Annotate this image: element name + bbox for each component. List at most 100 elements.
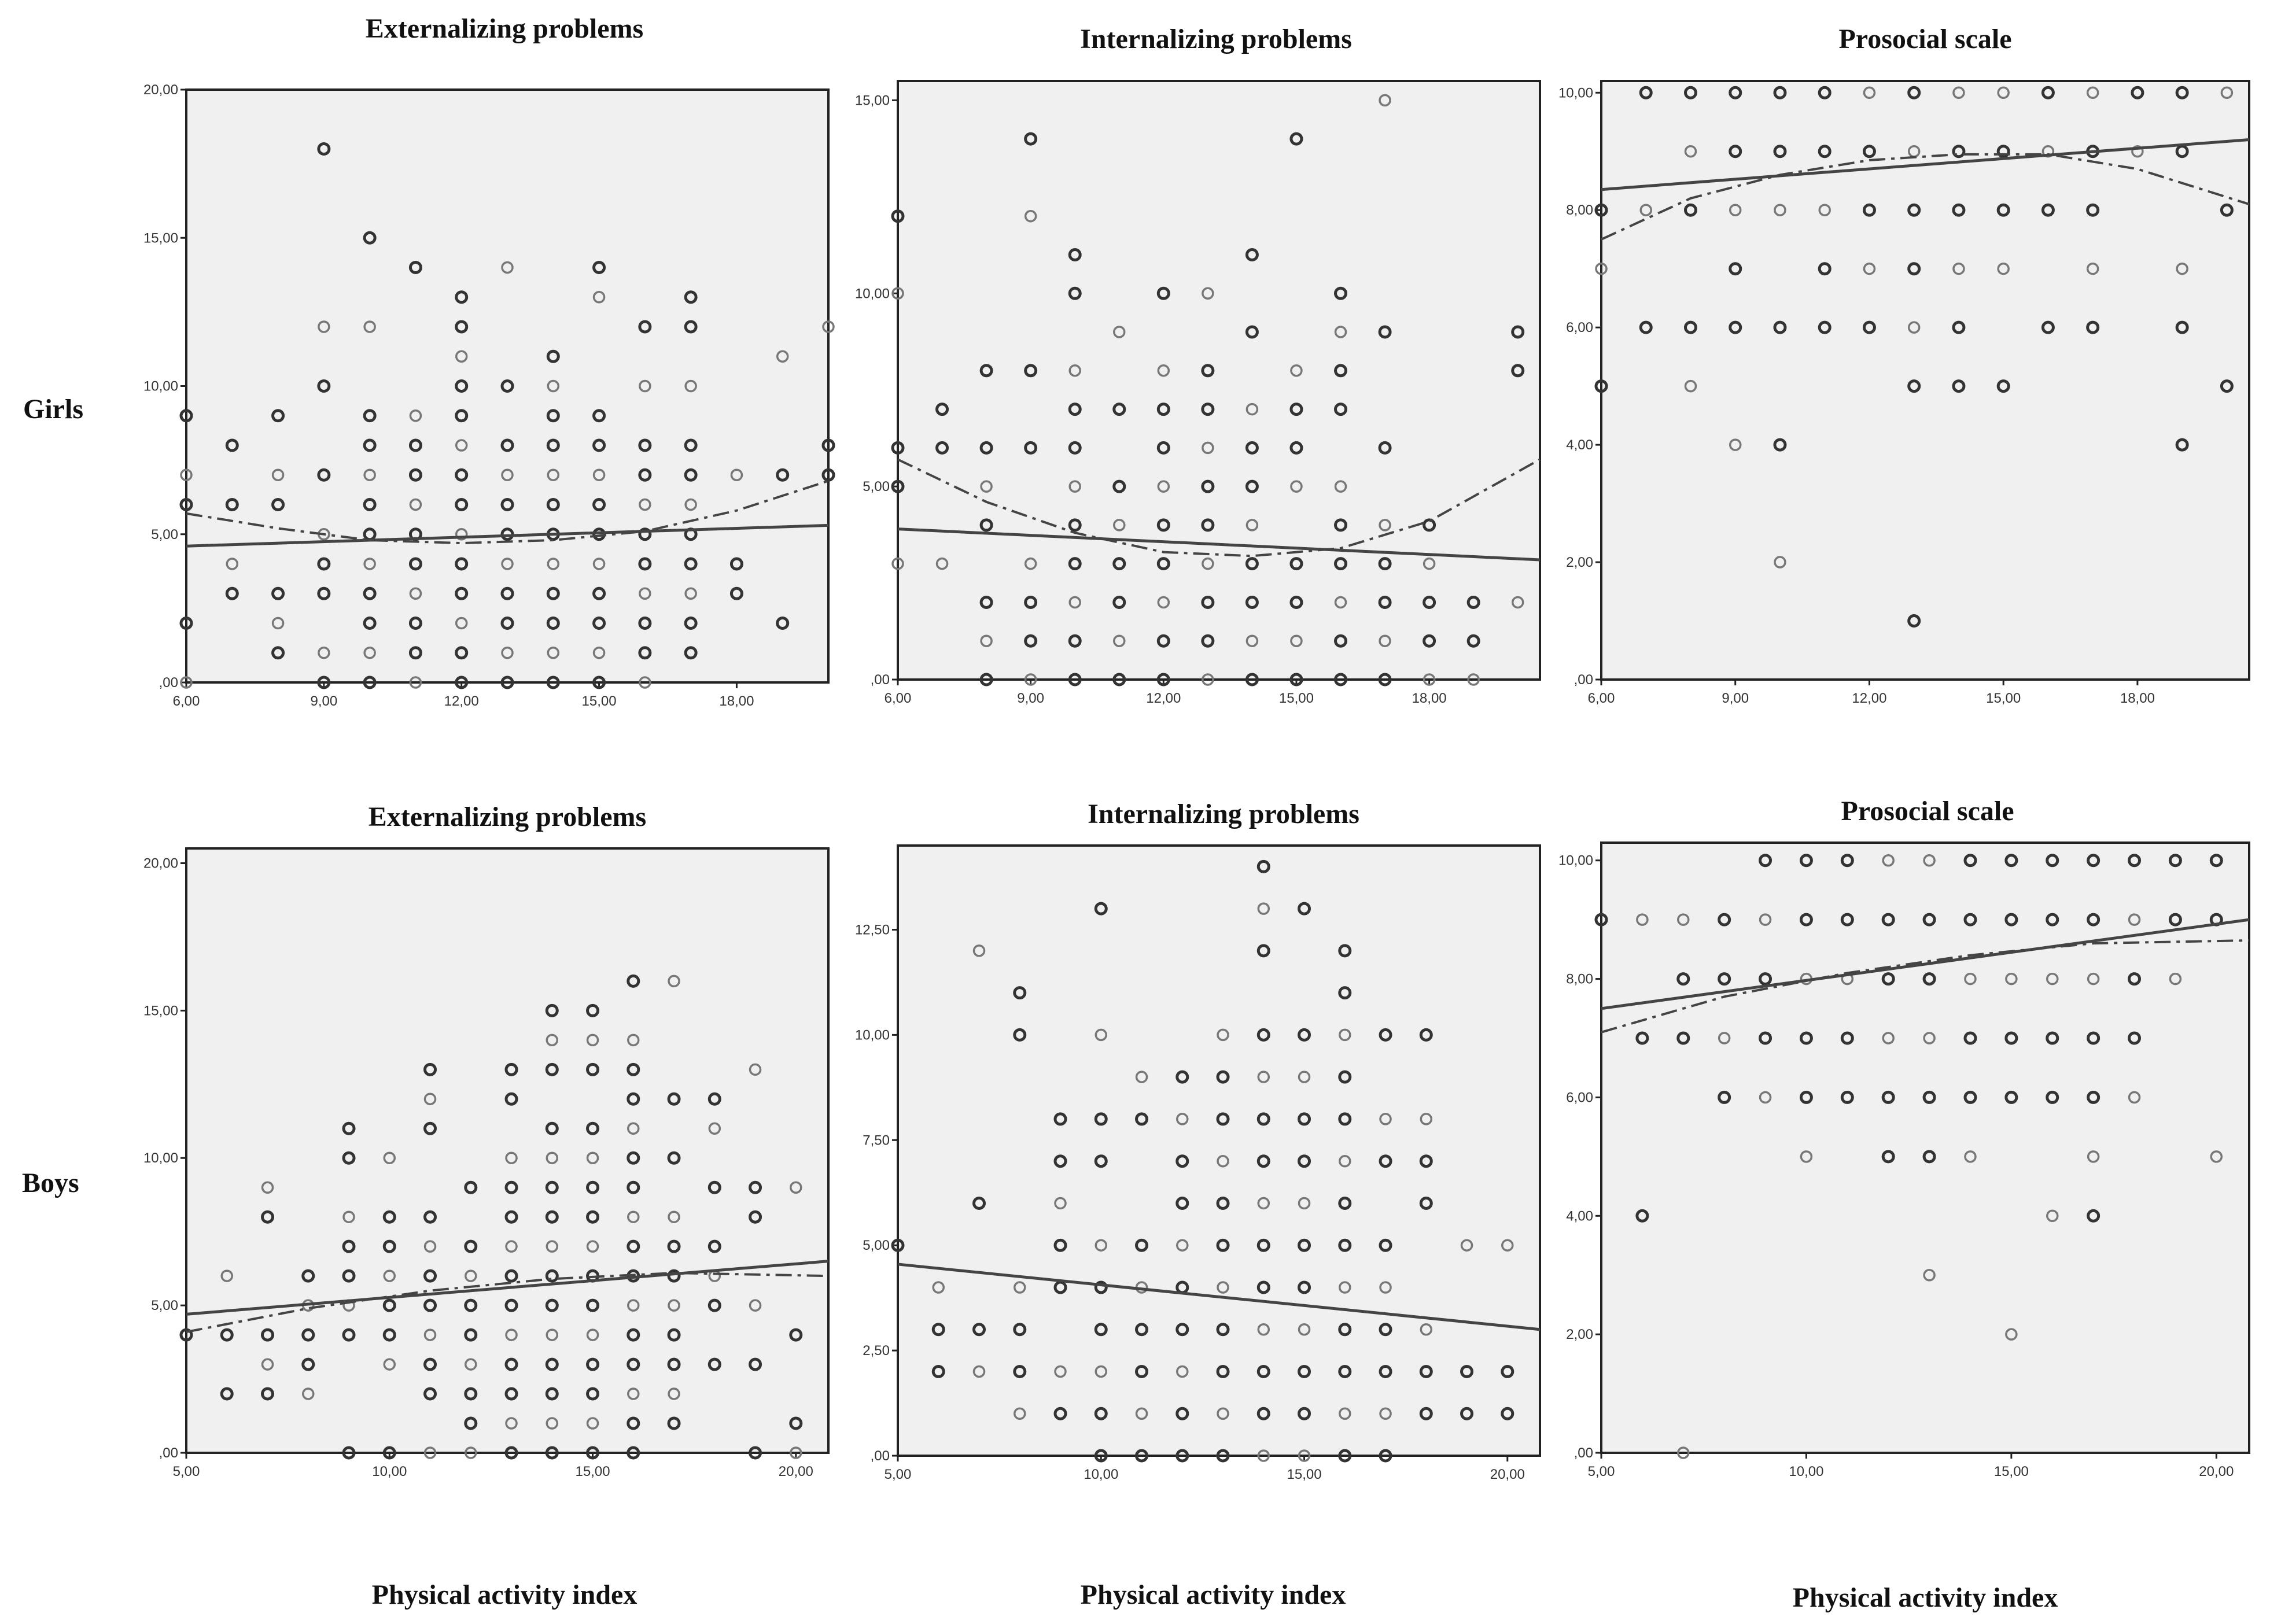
data-point (1338, 1070, 1352, 1084)
data-point (1759, 854, 1772, 868)
data-point (179, 498, 193, 511)
data-point (1245, 634, 1259, 647)
data-point (1818, 262, 1832, 276)
data-point (586, 1003, 600, 1017)
data-point (1156, 441, 1170, 455)
data-point (545, 1210, 559, 1224)
data-point (1068, 634, 1082, 648)
data-point (592, 438, 606, 452)
x-tick-label: 18,00 (719, 693, 754, 709)
data-point (821, 468, 835, 482)
data-point (1112, 673, 1126, 686)
data-point (261, 1328, 275, 1342)
data-point (2087, 972, 2100, 986)
data-point (546, 409, 560, 423)
data-point (1334, 480, 1347, 493)
plot-area (1600, 841, 2250, 1454)
data-point (586, 1240, 599, 1253)
x-tick-label: 20,00 (779, 1464, 813, 1479)
data-point (2087, 1031, 2101, 1045)
data-point (1923, 854, 1936, 867)
data-point (1963, 913, 1977, 927)
data-point (2087, 1209, 2101, 1223)
data-point (455, 350, 468, 363)
y-tick-label: 4,00 (1566, 437, 1593, 453)
data-point (1201, 403, 1215, 416)
data-point (1676, 972, 1690, 986)
data-point (586, 1121, 600, 1135)
linear-fit-line (1601, 138, 2250, 191)
x-axis-label: Physical activity index (371, 1579, 637, 1610)
data-point (342, 1210, 355, 1223)
data-point (1245, 673, 1259, 686)
data-point (627, 1387, 640, 1400)
data-point (1339, 1281, 1351, 1294)
linear-fit-line (897, 527, 1541, 562)
data-point (1378, 673, 1392, 686)
data-point (1176, 1239, 1189, 1252)
data-point (363, 468, 376, 481)
data-point (708, 1122, 721, 1135)
data-point (592, 676, 606, 689)
data-point (546, 1240, 559, 1253)
data-point (1420, 1113, 1433, 1125)
linear-fit-line (186, 523, 829, 548)
data-point (638, 438, 652, 452)
data-point (729, 557, 743, 571)
data-point (1289, 557, 1303, 571)
data-point (545, 1387, 559, 1401)
data-point (586, 1446, 600, 1460)
data-point (504, 1092, 518, 1106)
x-tick-label: 5,00 (885, 1467, 912, 1482)
x-tick-label: 15,00 (1287, 1467, 1322, 1482)
data-point (220, 1328, 234, 1342)
data-point (1378, 595, 1392, 609)
data-point (1013, 1364, 1027, 1378)
data-point (363, 617, 377, 630)
data-point (2087, 854, 2101, 868)
data-point (1338, 1238, 1352, 1252)
data-point (1677, 1446, 1690, 1459)
data-point (1419, 1028, 1433, 1042)
data-point (979, 518, 993, 532)
data-point (1094, 1407, 1108, 1420)
data-point (1773, 320, 1787, 334)
data-point (225, 498, 239, 511)
data-point (1923, 1032, 1936, 1044)
data-point (342, 1269, 356, 1283)
data-point (226, 558, 239, 570)
data-point (2005, 972, 2018, 986)
data-point (2128, 854, 2142, 868)
data-point (972, 1196, 986, 1210)
data-point (1024, 441, 1038, 455)
data-point (639, 379, 651, 393)
y-tick-label: 5,00 (151, 527, 178, 542)
y-tick-label: 10,00 (855, 1027, 890, 1043)
data-point (1907, 203, 1921, 217)
data-point (2209, 854, 2223, 868)
data-point (464, 1298, 478, 1312)
data-point (979, 441, 993, 455)
data-point (1964, 972, 1977, 986)
data-point (1068, 364, 1081, 377)
data-point (1245, 519, 1259, 532)
data-point (2086, 203, 2100, 217)
data-point (749, 1180, 762, 1194)
data-point (1135, 1449, 1149, 1463)
data-point (1256, 1407, 1270, 1420)
data-point (1334, 557, 1348, 571)
data-point (586, 1298, 600, 1312)
data-point (301, 1269, 315, 1283)
y-tick-label: 7,50 (863, 1132, 890, 1148)
data-point (2005, 1328, 2018, 1341)
data-point (1511, 325, 1525, 339)
data-point (2128, 1091, 2141, 1104)
data-point (1298, 1323, 1311, 1336)
data-point (1799, 1090, 1813, 1104)
data-point (500, 586, 514, 600)
data-point (383, 1269, 396, 1282)
data-point (546, 349, 560, 363)
data-point (179, 617, 193, 630)
data-point (1245, 479, 1259, 493)
data-point (545, 1269, 559, 1283)
